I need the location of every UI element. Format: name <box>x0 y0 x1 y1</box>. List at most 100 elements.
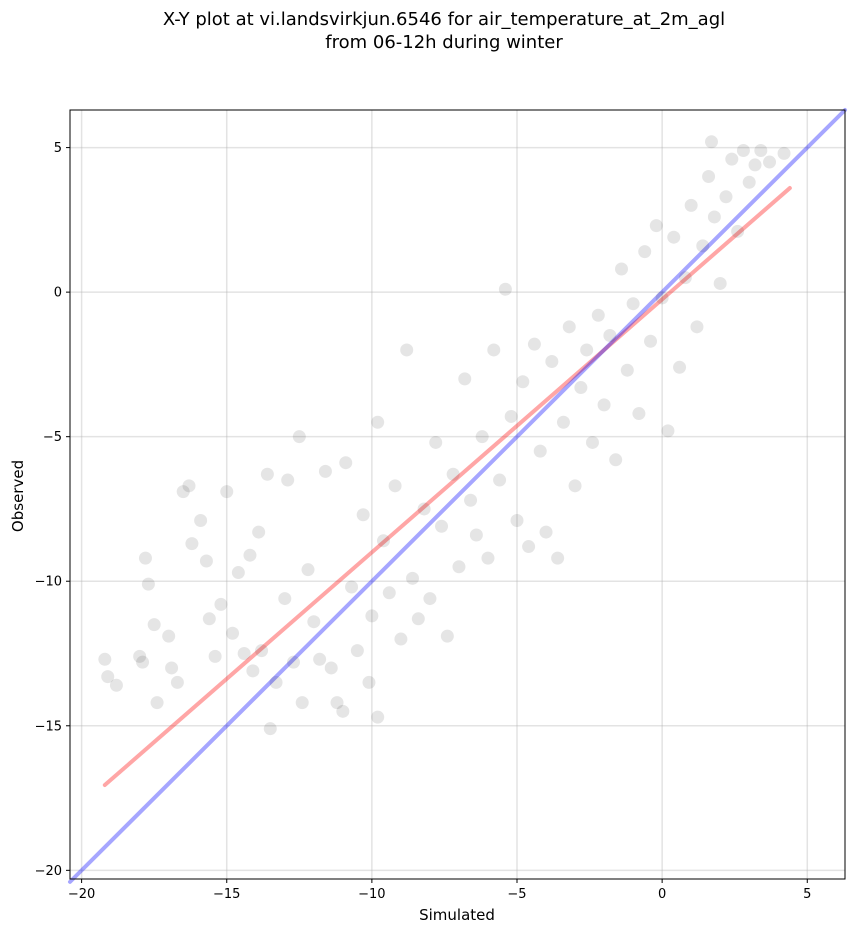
scatter-point <box>281 473 295 487</box>
scatter-point <box>527 337 541 351</box>
scatter-point <box>469 528 483 542</box>
scatter-point <box>246 664 260 678</box>
y-tick-label: −15 <box>35 719 62 734</box>
scatter-point <box>231 566 245 580</box>
scatter-point <box>731 224 745 238</box>
scatter-point <box>388 479 402 493</box>
scatter-point <box>510 514 524 528</box>
scatter-point <box>638 245 652 259</box>
x-tick-label: 5 <box>803 887 811 902</box>
scatter-point <box>301 563 315 577</box>
x-tick-label: 0 <box>658 887 666 902</box>
scatter-point <box>481 551 495 565</box>
x-axis-label: Simulated <box>419 906 495 924</box>
scatter-point <box>356 508 370 522</box>
scatter-point <box>516 375 530 389</box>
scatter-point <box>493 473 507 487</box>
grid <box>70 110 845 879</box>
scatter-point <box>725 152 739 166</box>
scatter-point <box>696 239 710 253</box>
y-tick-label: −20 <box>35 864 62 879</box>
scatter-point <box>150 696 164 710</box>
scatter-point <box>237 647 251 661</box>
scatter-point <box>702 169 716 183</box>
scatter-point <box>626 297 640 311</box>
scatter-point <box>147 618 161 632</box>
scatter-point <box>748 158 762 172</box>
y-tick-label: 5 <box>54 141 62 156</box>
y-tick-label: −5 <box>43 430 62 445</box>
scatter-point <box>226 626 240 640</box>
scatter-point <box>365 609 379 623</box>
scatter-point <box>101 670 115 684</box>
scatter-point <box>620 363 634 377</box>
scatter-point <box>292 430 306 444</box>
scatter-point <box>417 502 431 516</box>
scatter-point <box>429 435 443 449</box>
scatter-point <box>435 519 449 533</box>
scatter-point <box>406 571 420 585</box>
scatter-point <box>591 308 605 322</box>
scatter-point <box>141 577 155 591</box>
scatter-point <box>411 612 425 626</box>
scatter-point <box>336 704 350 718</box>
scatter-point <box>690 320 704 334</box>
scatter-point <box>252 525 266 539</box>
chart-title-line-2: from 06-12h during winter <box>325 32 563 53</box>
scatter-point <box>269 675 283 689</box>
scatter-point <box>498 282 512 296</box>
y-tick-label: 0 <box>54 286 62 301</box>
scatter-point <box>742 175 756 189</box>
scatter-point <box>162 629 176 643</box>
scatter-point <box>350 644 364 658</box>
scatter-point <box>504 409 518 423</box>
x-axis-ticks: −20 −15 −10 −5 0 5 <box>68 879 811 902</box>
scatter-point <box>661 424 675 438</box>
scatter-point <box>318 464 332 478</box>
scatter-point <box>539 525 553 539</box>
scatter-point <box>362 675 376 689</box>
scatter-point <box>371 710 385 724</box>
scatter-point <box>307 615 321 629</box>
scatter-point <box>394 632 408 646</box>
plot-frame <box>69 109 846 880</box>
scatter-point <box>400 343 414 357</box>
scatter-point <box>597 398 611 412</box>
fit-lines <box>68 108 847 884</box>
scatter-point <box>452 560 466 574</box>
scatter-point <box>176 485 190 499</box>
chart-title: X-Y plot at vi.landsvirkjun.6546 for air… <box>163 9 725 53</box>
scatter-point <box>194 514 208 528</box>
scatter-point <box>263 722 277 736</box>
scatter-point <box>609 453 623 467</box>
scatter-point <box>585 435 599 449</box>
scatter-point <box>551 551 565 565</box>
x-tick-label: −20 <box>68 887 95 902</box>
scatter-point <box>313 652 327 666</box>
scatter-point <box>208 649 222 663</box>
scatter-point <box>580 343 594 357</box>
scatter-point <box>423 592 437 606</box>
scatter-point <box>754 143 768 157</box>
scatter-point <box>644 334 658 348</box>
scatter-point <box>522 540 536 554</box>
scatter-point <box>214 597 228 611</box>
scatter-point <box>255 644 269 658</box>
scatter-point <box>763 155 777 169</box>
y-tick-label: −10 <box>35 575 62 590</box>
scatter-point <box>713 276 727 290</box>
identity-line <box>68 108 847 884</box>
scatter-point <box>133 649 147 663</box>
y-axis-ticks: −20 −15 −10 −5 0 5 <box>35 141 70 879</box>
scatter-point <box>655 291 669 305</box>
scatter-point <box>632 407 646 421</box>
scatter-point <box>202 612 216 626</box>
scatter-point <box>562 320 576 334</box>
scatter-points <box>98 135 791 736</box>
scatter-point <box>614 262 628 276</box>
scatter-point <box>165 661 179 675</box>
scatter-point <box>138 551 152 565</box>
scatter-point <box>678 271 692 285</box>
scatter-point <box>707 210 721 224</box>
